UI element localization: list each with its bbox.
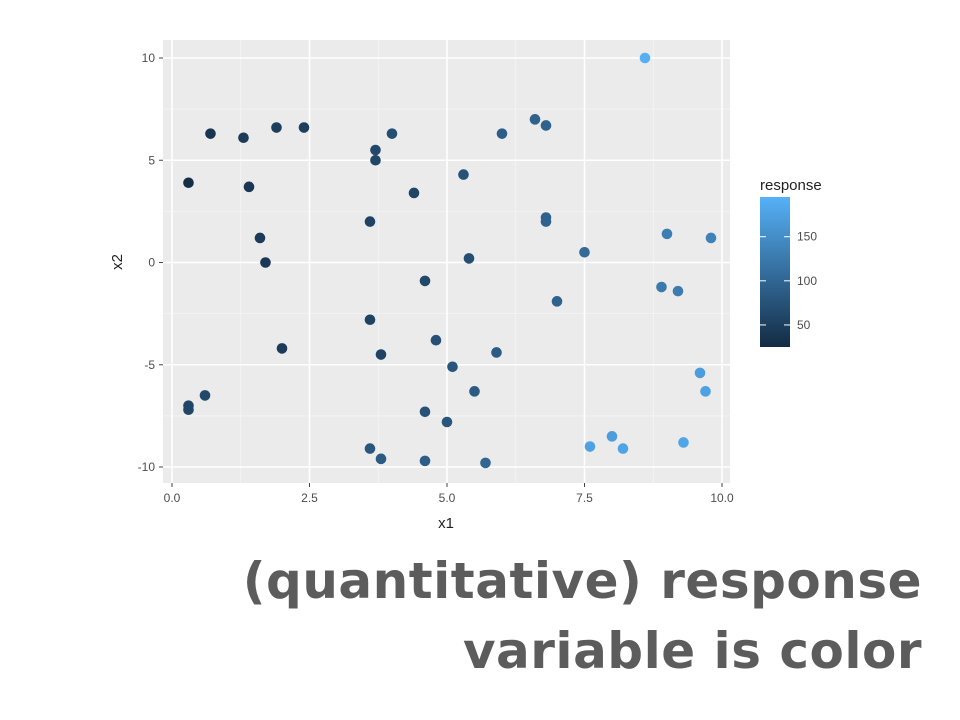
y-tick-label: 0 [148, 256, 155, 270]
data-point [370, 154, 381, 166]
y-tick-label: -10 [138, 460, 156, 474]
legend-colorbar [760, 197, 790, 347]
y-tick-label: 10 [142, 51, 156, 65]
data-point [480, 457, 491, 469]
x-tick-label: 5.0 [439, 491, 456, 505]
data-point [205, 128, 216, 139]
data-point [579, 246, 590, 258]
legend-title: response [760, 177, 822, 194]
data-point [419, 406, 431, 418]
data-point [271, 122, 282, 133]
data-point [694, 367, 706, 379]
data-point [183, 400, 194, 411]
data-point [540, 216, 552, 227]
data-point [254, 232, 266, 244]
data-point [276, 343, 288, 354]
x-tick-label: 0.0 [164, 491, 181, 505]
data-point [458, 169, 469, 180]
data-points [183, 52, 717, 469]
data-point [606, 431, 618, 442]
data-point [639, 52, 651, 64]
data-point [419, 455, 431, 467]
data-point [243, 181, 255, 193]
data-point [551, 296, 563, 307]
x-tick-label: 7.5 [576, 491, 593, 505]
data-point [370, 144, 381, 156]
data-point [375, 349, 387, 360]
data-point [447, 361, 458, 373]
data-point [656, 281, 667, 293]
data-point [469, 386, 480, 397]
x-tick-label: 2.5 [301, 491, 318, 505]
data-point [672, 285, 684, 297]
data-point [584, 441, 596, 452]
data-point [419, 275, 431, 287]
data-point [700, 386, 711, 397]
data-point [386, 128, 398, 139]
x-axis-label: x1 [438, 515, 454, 532]
data-point [678, 437, 689, 448]
legend-tick-label: 50 [797, 318, 811, 332]
caption-line-2: variable is color [462, 622, 922, 680]
data-point [298, 122, 310, 133]
y-axis-label: x2 [109, 254, 126, 270]
data-point [260, 257, 271, 268]
data-point [496, 128, 508, 139]
data-point [408, 187, 420, 199]
y-tick-label: -5 [144, 358, 155, 372]
data-point [441, 416, 453, 428]
data-point [364, 443, 376, 454]
data-point [540, 120, 552, 131]
data-point [430, 334, 442, 346]
major-grid [163, 40, 730, 483]
x-tick-label: 10.0 [710, 491, 734, 505]
caption-line-1: (quantitative) response [242, 552, 922, 610]
legend-tick-label: 150 [797, 230, 817, 244]
data-point [705, 232, 717, 244]
y-tick-label: 5 [148, 153, 155, 167]
data-point [617, 443, 629, 454]
color-legend: response 50 100 150 [760, 177, 822, 347]
data-point [199, 390, 211, 401]
x-axis-ticks: 0.0 2.5 5.0 7.5 10.0 [164, 483, 734, 505]
data-point [183, 177, 194, 189]
data-point [238, 132, 249, 144]
data-point [491, 347, 502, 358]
data-point [529, 114, 541, 125]
scatter-chart: 0.0 2.5 5.0 7.5 10.0 -10 -5 0 5 10 x1 x2 respons… [109, 40, 822, 532]
data-point [375, 453, 387, 465]
data-point [463, 253, 475, 264]
data-point [364, 314, 376, 326]
data-point [364, 216, 376, 227]
legend-tick-label: 100 [797, 274, 817, 288]
data-point [661, 228, 673, 240]
legend-ticks: 50 100 150 [760, 230, 817, 332]
y-axis-ticks: -10 -5 0 5 10 [138, 51, 163, 474]
